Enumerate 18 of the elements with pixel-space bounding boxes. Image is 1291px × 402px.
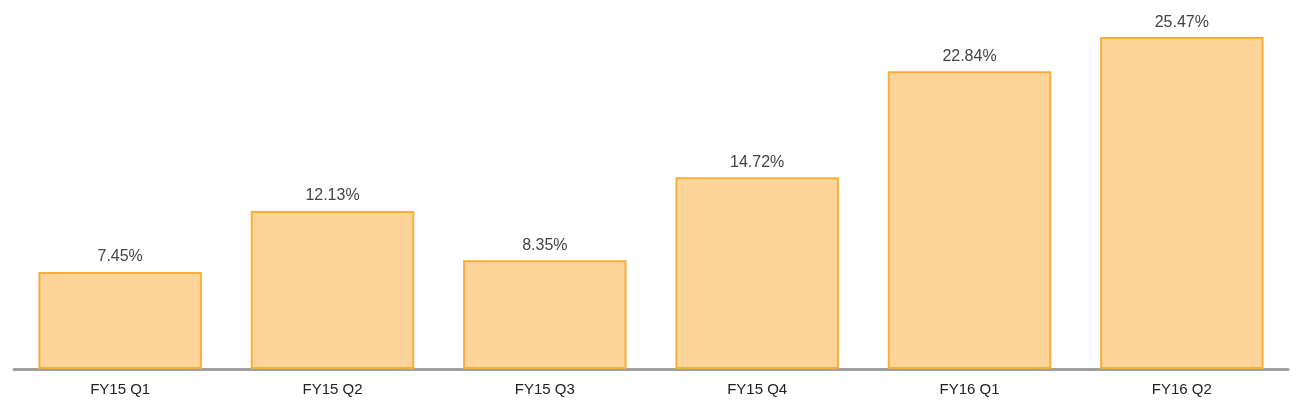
bar <box>675 177 839 369</box>
bar <box>1100 37 1264 369</box>
x-tick-label: FY15 Q1 <box>90 380 151 397</box>
data-label: 12.13% <box>305 186 360 204</box>
bar <box>887 71 1052 369</box>
bar <box>463 260 627 369</box>
data-label: 8.35% <box>522 235 568 253</box>
data-label: 22.84% <box>942 46 997 64</box>
bar <box>38 271 202 369</box>
data-label: 7.45% <box>97 247 143 265</box>
x-tick-label: FY15 Q3 <box>514 380 575 397</box>
x-tick-label: FY16 Q1 <box>939 380 1000 397</box>
x-tick-label: FY16 Q2 <box>1151 380 1212 397</box>
data-label: 14.72% <box>730 152 785 170</box>
data-label: 25.47% <box>1154 12 1209 30</box>
x-tick-label: FY15 Q4 <box>727 380 788 397</box>
x-tick-label: FY15 Q2 <box>302 380 363 397</box>
bar <box>250 210 415 369</box>
